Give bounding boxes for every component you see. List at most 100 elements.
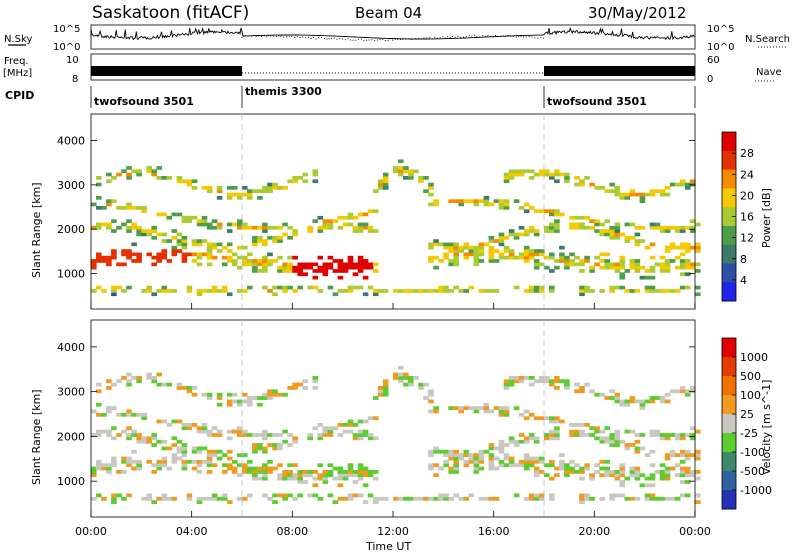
data-cell xyxy=(297,480,303,484)
data-cell xyxy=(654,433,661,437)
data-cell xyxy=(292,439,298,444)
data-cell xyxy=(287,443,293,447)
data-cell xyxy=(292,473,298,478)
data-cell xyxy=(312,219,319,223)
data-cell xyxy=(201,429,208,434)
data-cell xyxy=(277,285,283,290)
data-cell xyxy=(564,386,570,390)
data-cell xyxy=(267,186,273,190)
data-cell xyxy=(327,463,334,468)
data-cell xyxy=(372,396,379,400)
data-cell xyxy=(518,225,525,230)
data-cell xyxy=(156,166,162,170)
data-cell xyxy=(478,249,485,253)
data-cell xyxy=(664,433,671,437)
data-cell xyxy=(695,269,701,273)
data-cell xyxy=(206,252,213,257)
data-cell xyxy=(428,496,434,501)
data-cell xyxy=(332,466,339,471)
data-cell xyxy=(584,493,590,498)
data-cell xyxy=(357,259,364,263)
data-cell xyxy=(418,496,424,501)
data-cell xyxy=(337,225,344,230)
data-cell xyxy=(111,456,117,461)
data-cell xyxy=(136,439,142,444)
data-cell xyxy=(186,179,193,184)
data-cell xyxy=(639,483,646,488)
data-cell xyxy=(367,470,374,474)
data-cell xyxy=(307,436,313,441)
data-cell xyxy=(362,262,369,267)
data-cell xyxy=(403,176,409,180)
data-cell xyxy=(206,459,213,464)
data-cell xyxy=(433,255,439,260)
data-cell xyxy=(242,453,248,457)
data-cell xyxy=(226,436,233,441)
data-cell xyxy=(664,229,671,233)
data-cell xyxy=(257,196,263,200)
data-cell xyxy=(252,239,258,243)
data-cell xyxy=(96,466,102,471)
nsearch-series-line xyxy=(241,34,545,42)
data-cell xyxy=(161,493,168,498)
data-cell xyxy=(679,252,686,257)
data-cell xyxy=(544,265,550,270)
data-cell xyxy=(513,439,520,444)
data-cell xyxy=(146,376,152,380)
data-cell xyxy=(267,182,273,187)
data-cell xyxy=(483,496,490,501)
data-cell xyxy=(196,470,203,474)
data-cell xyxy=(297,382,303,387)
data-cell xyxy=(453,242,459,247)
data-cell xyxy=(297,473,303,478)
data-cell xyxy=(695,493,701,498)
data-cell xyxy=(478,449,485,454)
data-cell xyxy=(488,245,495,250)
data-cell xyxy=(287,473,293,478)
data-cell xyxy=(594,470,600,474)
data-cell xyxy=(267,496,273,501)
data-cell xyxy=(579,179,585,184)
data-cell xyxy=(609,262,615,267)
data-cell xyxy=(523,459,530,464)
data-cell xyxy=(151,172,157,177)
data-cell xyxy=(121,249,127,253)
data-cell xyxy=(146,439,152,444)
data-cell xyxy=(453,252,459,257)
data-cell xyxy=(277,446,283,451)
data-cell xyxy=(654,496,661,501)
data-cell xyxy=(498,459,505,464)
data-cell xyxy=(549,289,555,293)
data-cell xyxy=(151,292,157,297)
data-cell xyxy=(206,453,213,457)
data-cell xyxy=(206,245,213,250)
data-cell xyxy=(262,392,268,397)
data-cell xyxy=(347,215,354,220)
data-cell xyxy=(342,470,349,474)
data-cell xyxy=(528,249,535,253)
data-cell xyxy=(649,463,656,468)
data-cell xyxy=(549,496,555,501)
data-cell xyxy=(614,225,621,230)
data-cell xyxy=(488,446,495,451)
data-cell xyxy=(126,285,132,290)
data-cell xyxy=(523,249,530,253)
data-cell xyxy=(186,386,193,390)
data-cell xyxy=(322,473,329,478)
data-cell xyxy=(493,456,500,461)
data-cell xyxy=(594,262,600,267)
data-cell xyxy=(136,463,142,468)
data-cell xyxy=(589,389,595,394)
data-cell xyxy=(292,229,298,233)
data-cell xyxy=(297,285,303,290)
data-cell xyxy=(674,433,681,437)
freq-dense-segment-2 xyxy=(544,66,695,76)
data-cell xyxy=(634,439,641,444)
data-cell xyxy=(211,225,218,230)
data-cell xyxy=(327,225,334,230)
data-cell xyxy=(624,196,631,200)
data-cell xyxy=(448,496,454,501)
colorbar-swatch-1 xyxy=(722,357,736,377)
data-cell xyxy=(664,265,671,270)
data-cell xyxy=(141,232,147,237)
